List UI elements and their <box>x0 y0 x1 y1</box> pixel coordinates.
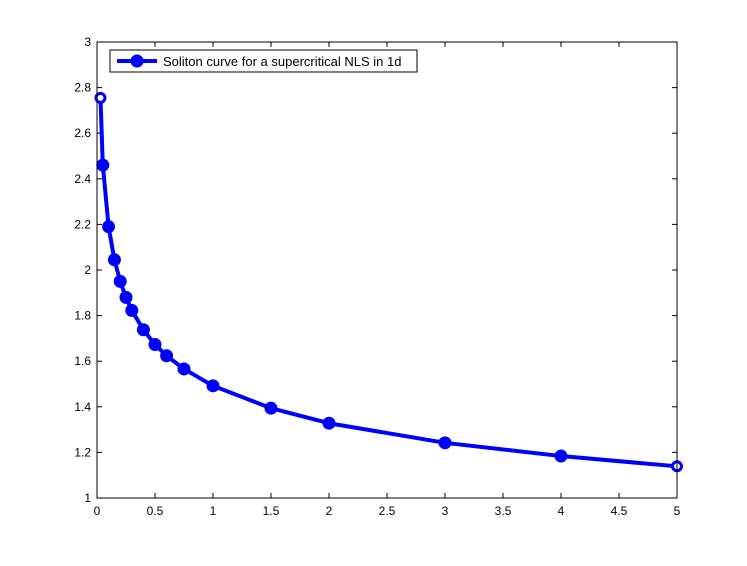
data-point <box>119 290 133 304</box>
data-point <box>264 401 278 415</box>
legend-marker-sample <box>130 54 144 68</box>
data-point <box>113 274 127 288</box>
data-point <box>177 362 191 376</box>
y-tick-label: 2.6 <box>74 126 91 140</box>
y-tick-label: 1.8 <box>74 309 91 323</box>
y-tick-label: 2.2 <box>74 217 91 231</box>
x-tick-label: 0.5 <box>147 504 164 518</box>
data-point <box>96 158 110 172</box>
data-point <box>322 416 336 430</box>
data-point <box>102 220 116 234</box>
y-tick-label: 2.8 <box>74 81 91 95</box>
data-point <box>148 338 162 352</box>
legend-label: Soliton curve for a supercritical NLS in… <box>163 54 401 69</box>
x-tick-label: 2.5 <box>379 504 396 518</box>
legend: Soliton curve for a supercritical NLS in… <box>109 49 418 73</box>
x-tick-label: 3.5 <box>495 504 512 518</box>
data-point <box>206 379 220 393</box>
y-tick-label: 1.2 <box>74 445 91 459</box>
data-point <box>125 303 139 317</box>
y-tick-label: 1 <box>84 491 91 505</box>
y-tick-label: 2.4 <box>74 172 91 186</box>
data-point <box>160 349 174 363</box>
x-tick-label: 4 <box>558 504 565 518</box>
data-point <box>438 436 452 450</box>
data-point <box>554 449 568 463</box>
x-tick-label: 5 <box>674 504 681 518</box>
x-tick-label: 3 <box>442 504 449 518</box>
x-tick-label: 1 <box>210 504 217 518</box>
legend-box <box>109 49 418 73</box>
plot-frame <box>96 41 678 499</box>
y-tick-label: 1.4 <box>74 400 91 414</box>
y-axis-ticks: 1 1.2 1.4 1.6 1.8 2 2.2 2.4 2.6 2.8 3 <box>74 35 677 505</box>
x-tick-label: 2 <box>326 504 333 518</box>
x-tick-label: 1.5 <box>263 504 280 518</box>
data-point <box>107 253 121 267</box>
y-tick-label: 1.6 <box>74 354 91 368</box>
y-tick-label: 2 <box>84 263 91 277</box>
plot-area <box>97 42 677 498</box>
y-tick-label: 3 <box>84 35 91 49</box>
x-tick-label: 0 <box>94 504 101 518</box>
x-axis-ticks: 0 0.5 1 1.5 2 2.5 3 3.5 4 4.5 5 <box>94 42 681 518</box>
x-tick-label: 4.5 <box>611 504 628 518</box>
data-point <box>136 323 150 337</box>
data-point <box>94 91 107 104</box>
